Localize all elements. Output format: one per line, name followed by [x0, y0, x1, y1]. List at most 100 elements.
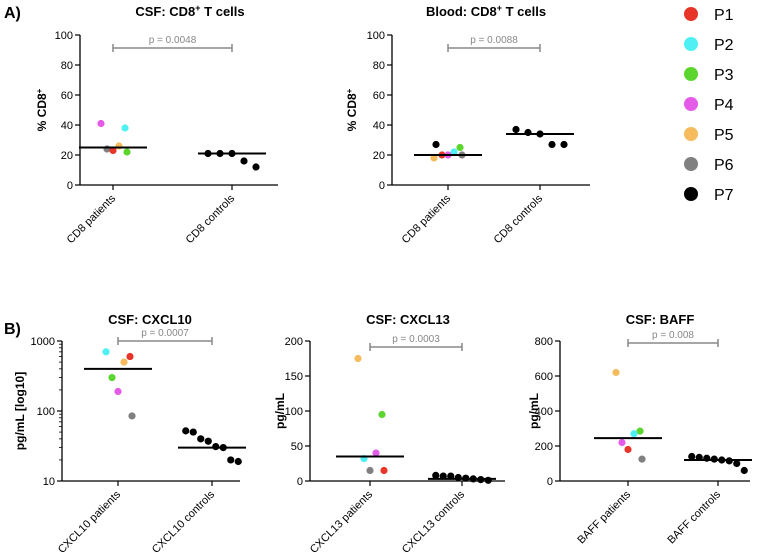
pvalue-label: p = 0.008 [652, 330, 694, 341]
chart-title: CSF: CD8+ T cells [135, 3, 244, 19]
x-category-label: CD8 controls [184, 192, 238, 246]
data-point [366, 466, 374, 475]
pvalue-label: p = 0.0003 [392, 334, 440, 345]
legend-label-p2: P2 [714, 37, 734, 54]
y-tick-label: 1000 [31, 336, 55, 348]
y-tick-label: 60 [373, 90, 385, 102]
chart-title: CSF: BAFF [626, 312, 695, 327]
data-point [430, 154, 438, 162]
x-category-label: CXCL13 controls [400, 488, 468, 553]
y-tick-label: 100 [55, 30, 73, 42]
data-point [121, 124, 129, 132]
data-point [454, 473, 462, 482]
y-tick-label: 100 [367, 30, 385, 42]
data-point [189, 428, 197, 436]
data-point [630, 430, 638, 438]
legend-label-p4: P4 [714, 97, 734, 114]
x-category-label: CXCL10 patients [56, 488, 124, 553]
y-tick-label: 40 [373, 120, 385, 132]
legend-marker-p1 [684, 7, 698, 21]
chart-title: Blood: CD8+ T cells [426, 3, 546, 19]
data-point [638, 455, 646, 463]
pvalue-label: p = 0.0088 [470, 35, 518, 46]
y-tick-label: 800 [535, 336, 553, 348]
data-point [688, 452, 696, 461]
data-point [733, 459, 741, 468]
data-point [115, 142, 123, 150]
data-point [524, 128, 532, 137]
data-point [484, 476, 492, 484]
y-tick-label: 0 [67, 180, 73, 192]
data-point [234, 457, 242, 466]
chart-4: CSF: CXCL13 0 50 100 150 200 pg/mL CXCL13 patie… [273, 312, 505, 553]
legend-marker-p2 [684, 37, 698, 51]
y-tick-label: 100 [37, 406, 55, 418]
x-category-label: CXCL10 controls [150, 488, 218, 553]
data-point [432, 471, 440, 479]
data-point [740, 466, 748, 475]
data-point [126, 352, 134, 361]
y-tick-label: 80 [61, 60, 73, 72]
y-tick-label: 80 [373, 60, 385, 72]
y-tick-label: 60 [61, 90, 73, 102]
data-point [512, 125, 520, 134]
data-point [120, 358, 128, 366]
data-point [197, 435, 205, 443]
chart-1: CSF: CD8+ T cells 0 20 40 60 80 100 % CD8+ CD8 p… [35, 3, 278, 246]
data-point [102, 348, 110, 356]
x-category-label: CD8 controls [492, 192, 546, 246]
y-tick-label: 10 [43, 476, 55, 488]
y-axis-label: pg/mL [log10] [13, 372, 27, 450]
data-point [624, 445, 632, 454]
y-tick-label: 0 [547, 476, 553, 488]
panel-label-b: B) [4, 321, 21, 338]
data-point [548, 140, 556, 149]
y-tick-label: 40 [61, 120, 73, 132]
data-point [354, 354, 362, 363]
data-point [450, 148, 458, 156]
data-point [560, 140, 568, 149]
data-point [103, 145, 111, 153]
y-axis-label: pg/mL [273, 393, 287, 429]
data-point [114, 387, 122, 396]
y-tick-label: 50 [291, 441, 303, 453]
chart-title: CSF: CXCL13 [366, 312, 450, 327]
y-tick-label: 20 [373, 150, 385, 162]
legend-label-p1: P1 [714, 7, 734, 24]
data-point [123, 148, 131, 156]
chart-5: CSF: BAFF 0 200 400 600 800 pg/mL BAFF patients… [527, 312, 752, 546]
data-point [378, 410, 386, 419]
data-point [612, 368, 620, 377]
data-point [432, 140, 440, 149]
data-point [227, 456, 235, 464]
legend-marker-p6 [684, 157, 698, 171]
legend: P1 P2 P3 P4 P5 P6 P7 [684, 7, 734, 204]
y-tick-label: 600 [535, 371, 553, 383]
x-category-label: BAFF controls [665, 488, 723, 546]
pvalue-label: p = 0.0007 [141, 328, 189, 339]
legend-marker-p3 [684, 67, 698, 81]
data-point [380, 466, 388, 475]
data-point [109, 146, 117, 155]
y-tick-label: 200 [535, 441, 553, 453]
y-tick-label: 0 [379, 180, 385, 192]
y-tick-label: 150 [285, 371, 303, 383]
data-point [618, 438, 626, 447]
data-point [636, 427, 644, 435]
x-category-label: CD8 patients [65, 192, 119, 246]
legend-label-p7: P7 [714, 187, 734, 204]
chart-title: CSF: CXCL10 [108, 312, 192, 327]
y-axis-label: pg/mL [527, 393, 541, 429]
data-point [372, 449, 380, 457]
data-point [97, 119, 105, 128]
chart-2: Blood: CD8+ T cells 0 20 40 60 80 100 % CD8+ CD8… [345, 3, 590, 246]
y-axis-label: % CD8+ [35, 88, 50, 131]
y-tick-label: 100 [285, 406, 303, 418]
panel-label-a: A) [4, 5, 21, 22]
y-tick-label: 400 [535, 406, 553, 418]
data-point [204, 437, 212, 445]
data-point [128, 412, 136, 420]
data-point [252, 163, 260, 171]
y-tick-label: 0 [297, 476, 303, 488]
